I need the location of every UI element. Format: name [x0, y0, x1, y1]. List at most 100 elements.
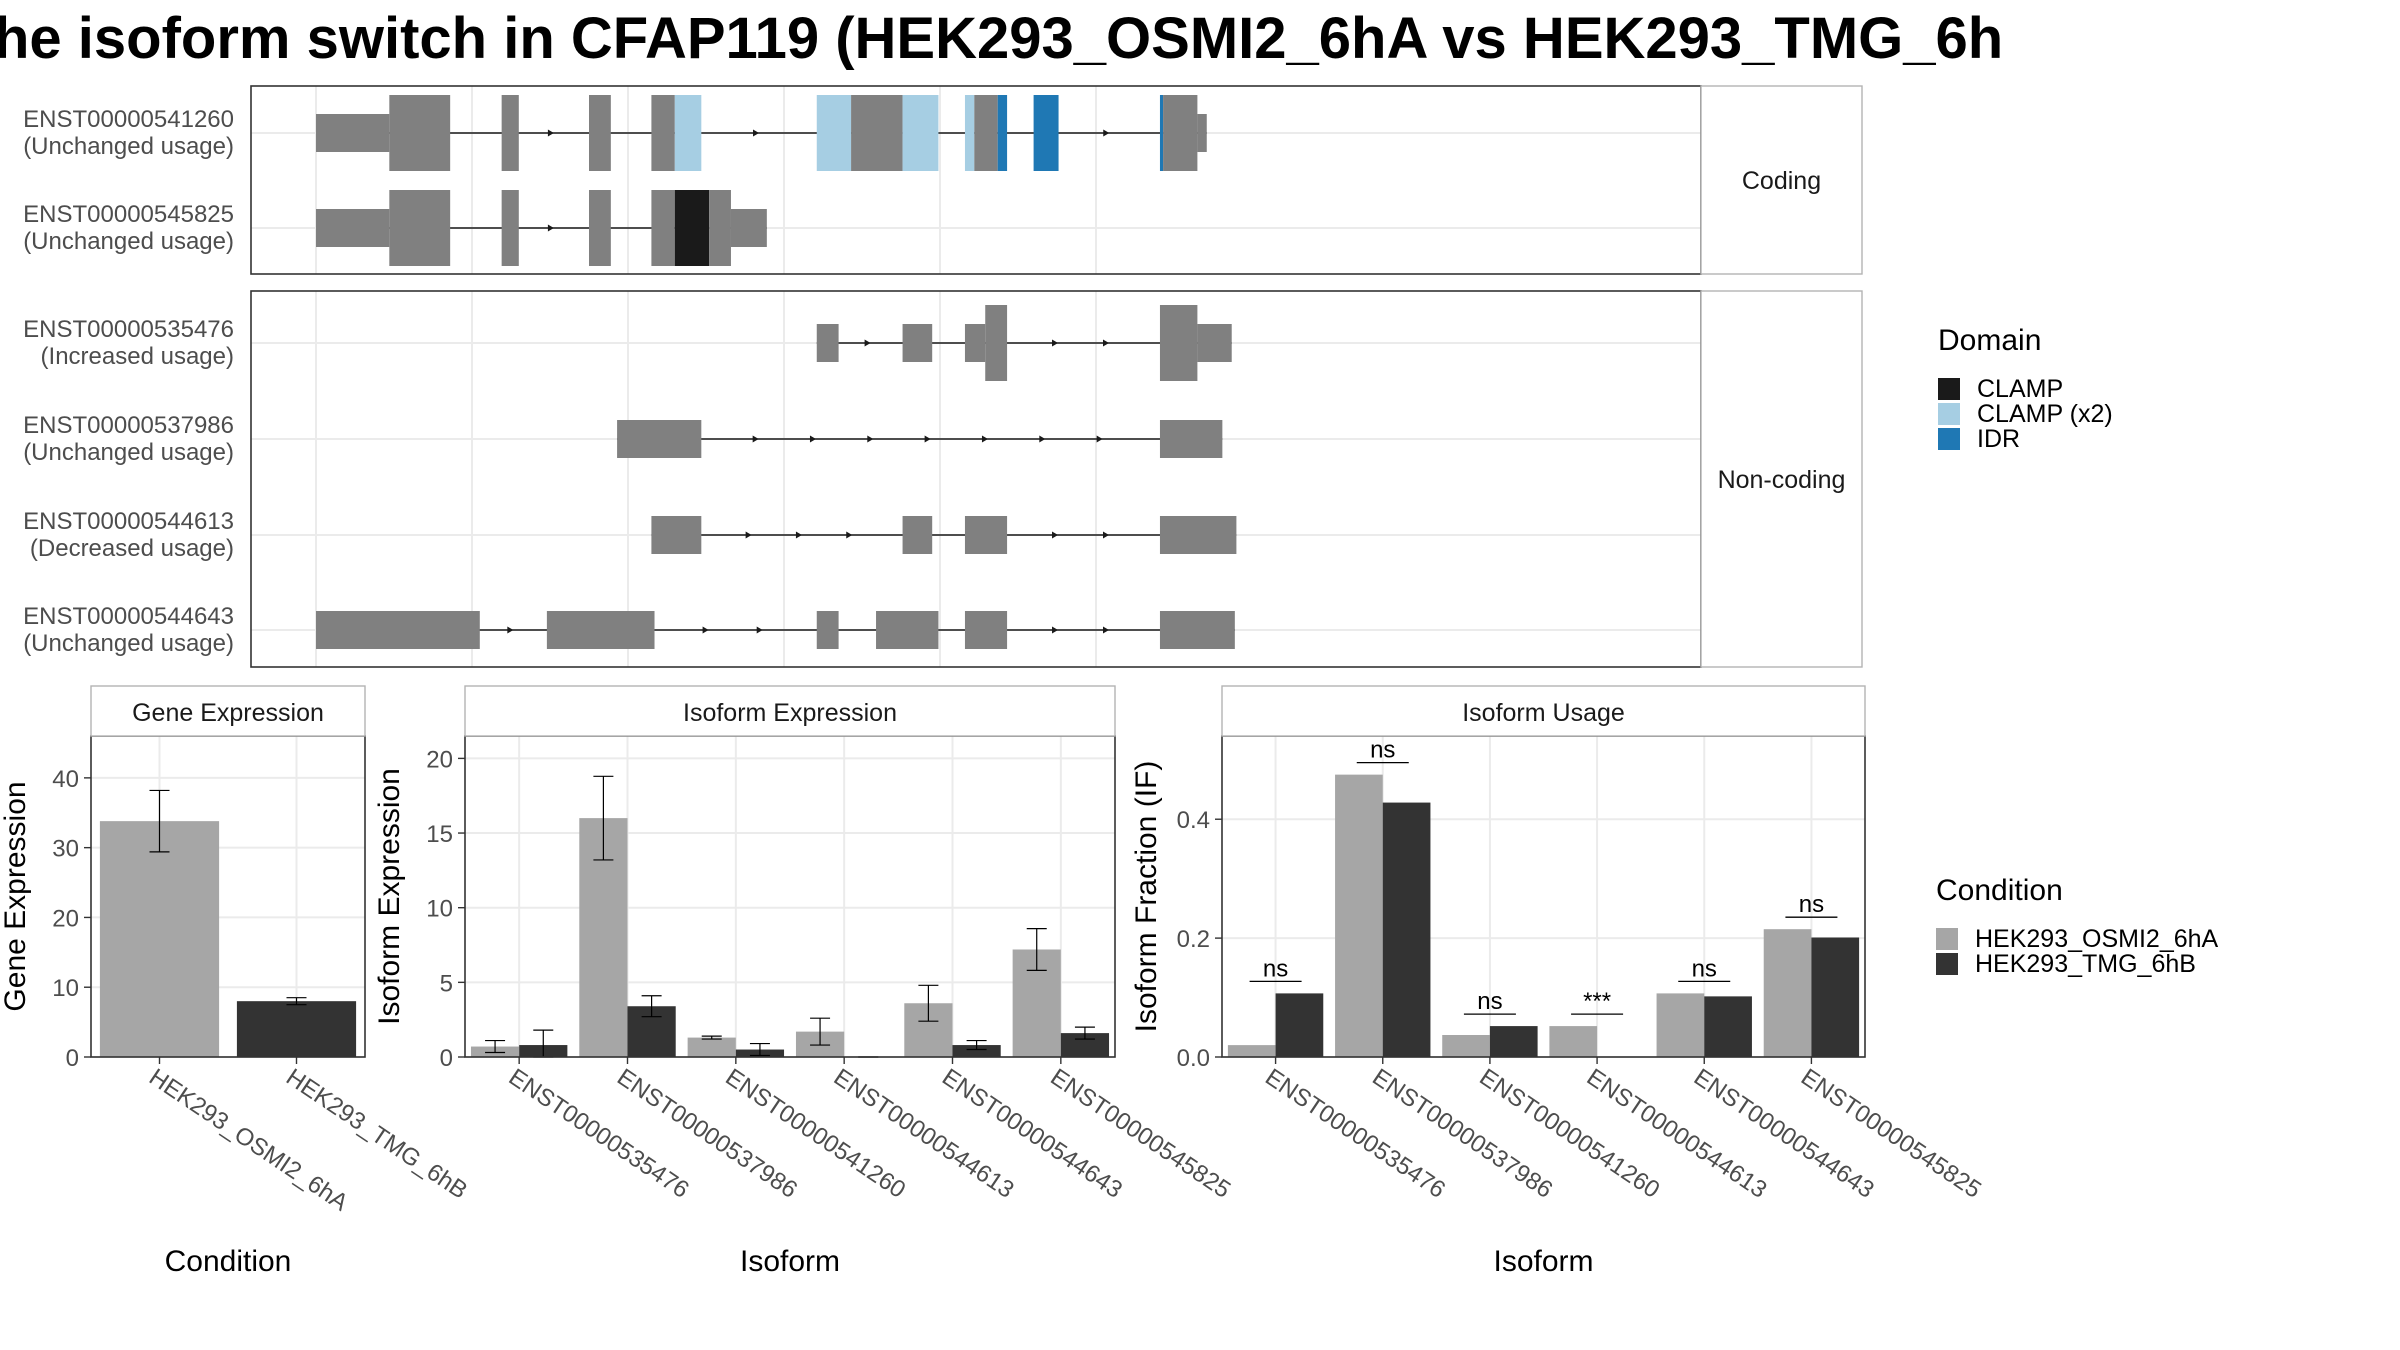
legend-item-label: HEK293_OSMI2_6hA: [1975, 925, 2219, 953]
x-tick-label: ENST00000545825: [1796, 1064, 1986, 1204]
domain-exon-idr: [997, 95, 1008, 171]
coding-exon: [974, 95, 998, 171]
bar: [236, 1001, 357, 1057]
transcript-track: [316, 190, 767, 266]
transcript-usage-label: (Unchanged usage): [23, 439, 234, 466]
facet-strip: [1700, 290, 1863, 668]
transcript-id-label: ENST00000535476: [23, 316, 234, 343]
chart-title: Isoform Expression: [683, 699, 897, 727]
coding-exon: [1163, 95, 1198, 171]
utr-exon: [617, 420, 702, 458]
domain-exon-idr: [1033, 95, 1059, 171]
utr-exon: [546, 611, 655, 649]
intron-arrow: [846, 531, 853, 539]
utr-exon: [316, 611, 480, 649]
domain-exon-clamp-x2-: [902, 95, 939, 171]
utr-exon: [316, 114, 390, 152]
plot-background: [465, 736, 1115, 1057]
intron-arrow: [752, 435, 759, 443]
x-tick-label: ENST00000537986: [612, 1064, 802, 1204]
utr-exon: [1159, 420, 1223, 458]
bar: [687, 1037, 736, 1057]
coding-exon: [1159, 305, 1198, 381]
legend-item-label: CLAMP (x2): [1977, 400, 2113, 428]
y-axis-title: Isoform Fraction (IF): [1130, 761, 1163, 1033]
transcript-usage-label: (Decreased usage): [30, 535, 234, 562]
transcript-track: [816, 305, 1232, 381]
domain-exon-idr: [1159, 95, 1164, 171]
x-tick-label: ENST00000537986: [1367, 1064, 1557, 1204]
coding-exon: [589, 190, 611, 266]
coding-exon: [709, 190, 731, 266]
y-tick-label: 0.2: [1177, 926, 1210, 953]
facet-strip: [1700, 85, 1863, 275]
transcript-usage-label: (Increased usage): [41, 343, 234, 370]
intron-arrow: [1052, 626, 1059, 634]
transcript-id-label: ENST00000544613: [23, 508, 234, 535]
utr-exon: [964, 516, 1008, 554]
bar: [1227, 1045, 1276, 1057]
legend-swatch: [1936, 953, 1958, 975]
y-tick-label: 20: [52, 905, 79, 932]
y-tick-label: 10: [52, 975, 79, 1002]
bar: [1704, 996, 1752, 1057]
utr-exon: [964, 611, 1008, 649]
intron-arrow: [745, 531, 752, 539]
legend-swatch: [1938, 428, 1960, 450]
significance-label: ns: [1692, 955, 1717, 982]
coding-exon: [389, 190, 451, 266]
x-axis-title: Isoform: [740, 1245, 840, 1278]
coding-exon: [501, 95, 519, 171]
transcript-id-label: ENST00000545825: [23, 201, 234, 228]
chart-title: Gene Expression: [132, 699, 324, 727]
intron-arrow: [1103, 531, 1109, 539]
y-axis-title: Isoform Expression: [373, 768, 406, 1025]
coding-exon: [389, 95, 451, 171]
x-tick-label: ENST00000544613: [829, 1064, 1019, 1204]
transcript-track: [316, 611, 1235, 649]
transcript-id-label: ENST00000544643: [23, 603, 234, 630]
significance-label: ns: [1799, 891, 1824, 918]
utr-exon: [316, 209, 390, 247]
bar: [1549, 1026, 1598, 1057]
utr-exon: [651, 516, 702, 554]
structure-panel-coding: ENST00000541260(Unchanged usage)ENST0000…: [23, 85, 1863, 275]
bar: [1335, 774, 1383, 1057]
y-tick-label: 0: [66, 1045, 79, 1072]
bar: [1489, 1026, 1538, 1057]
significance-label: ns: [1263, 955, 1288, 982]
x-axis-title: Condition: [165, 1245, 292, 1278]
intron-arrow: [1052, 339, 1059, 347]
domain-exon-clamp: [674, 190, 710, 266]
chart-strip: [90, 685, 366, 737]
y-tick-label: 5: [440, 970, 453, 997]
utr-exon: [902, 324, 933, 362]
transcript-usage-label: (Unchanged usage): [23, 133, 234, 160]
intron-arrow: [981, 435, 988, 443]
bar: [1656, 993, 1705, 1057]
plot-background: [1222, 736, 1865, 1057]
x-tick-label: ENST00000541260: [1475, 1064, 1665, 1204]
x-tick-label: ENST00000535476: [1260, 1064, 1450, 1204]
legend-item-label: CLAMP: [1977, 375, 2063, 403]
significance-label: ns: [1370, 737, 1395, 764]
facet-strip-label: Coding: [1742, 167, 1821, 195]
domain-exon-clamp-x2-: [964, 95, 975, 171]
intron-arrow: [547, 129, 554, 137]
bar: [1060, 1033, 1110, 1057]
intron-arrow: [924, 435, 931, 443]
legend-title: Condition: [1936, 874, 2063, 907]
y-axis-title: Gene Expression: [0, 781, 32, 1011]
coding-exon: [651, 95, 675, 171]
intron-arrow: [867, 435, 874, 443]
intron-arrow: [753, 129, 760, 137]
x-tick-label: ENST00000541260: [720, 1064, 910, 1204]
expression-charts: Gene Expression010203040HEK293_OSMI2_6hA…: [0, 685, 1986, 1278]
bar: [1811, 937, 1860, 1057]
intron-arrow: [1103, 626, 1109, 634]
chart-title: Isoform Usage: [1462, 699, 1625, 727]
bar: [1442, 1035, 1490, 1057]
intron-arrow: [809, 435, 816, 443]
intron-arrow: [795, 531, 802, 539]
